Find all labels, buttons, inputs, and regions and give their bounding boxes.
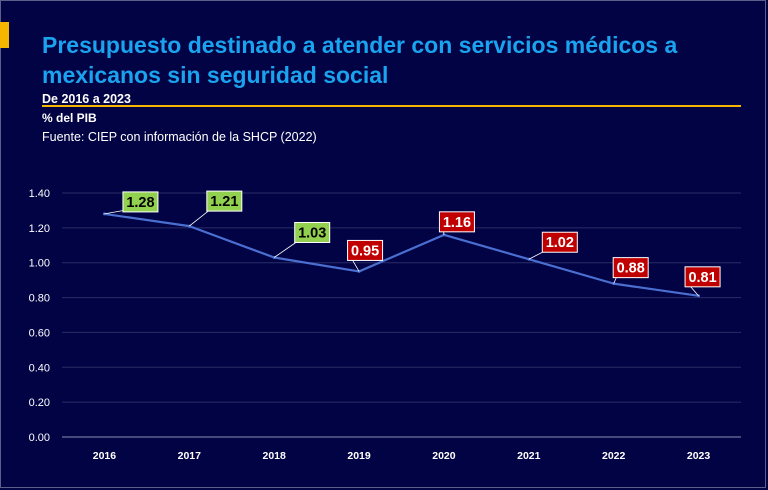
y-tick-label: 1.20 bbox=[29, 223, 50, 235]
x-tick-label: 2023 bbox=[687, 450, 711, 462]
data-label-box bbox=[438, 211, 475, 233]
y-tick-label: 0.60 bbox=[29, 327, 50, 339]
y-axis-ticks: 0.00 0.20 0.40 0.60 0.80 1.00 1.20 1.40 bbox=[29, 188, 50, 444]
data-labels: 1.28 1.21 1.03 0.95 1.16 1.02 0.88 0.81 bbox=[122, 190, 721, 288]
data-label-box bbox=[612, 257, 649, 279]
data-label: 1.16 bbox=[443, 215, 471, 231]
y-tick-label: 1.40 bbox=[29, 188, 50, 200]
data-label-box bbox=[206, 190, 243, 212]
y-tick-label: 0.20 bbox=[29, 397, 50, 409]
data-label: 1.21 bbox=[210, 194, 238, 210]
y-tick-label: 1.00 bbox=[29, 258, 50, 270]
data-label: 1.28 bbox=[126, 195, 154, 211]
unit-label: % del PIB bbox=[42, 111, 97, 125]
accent-bar bbox=[0, 22, 9, 48]
leader-line bbox=[273, 240, 299, 258]
gridlines bbox=[62, 192, 741, 438]
data-label-box bbox=[684, 266, 721, 288]
x-tick-label: 2016 bbox=[93, 450, 117, 462]
data-label-box bbox=[347, 239, 384, 261]
data-label-box bbox=[541, 231, 578, 253]
leader-line bbox=[189, 208, 212, 227]
chart-title: Presupuesto destinado a atender con serv… bbox=[42, 32, 678, 88]
y-tick-label: 0.80 bbox=[29, 293, 50, 305]
source-note: Fuente: CIEP con información de la SHCP … bbox=[42, 130, 317, 144]
data-label: 1.02 bbox=[546, 235, 574, 251]
data-label: 0.88 bbox=[617, 261, 645, 277]
y-tick-label: 0.40 bbox=[29, 362, 50, 374]
x-tick-label: 2017 bbox=[178, 450, 202, 462]
x-tick-label: 2020 bbox=[432, 450, 456, 462]
chart-subtitle: De 2016 a 2023 bbox=[42, 92, 131, 106]
data-line bbox=[104, 212, 699, 297]
data-label-box bbox=[122, 191, 159, 213]
series-line bbox=[102, 212, 701, 298]
data-label: 0.81 bbox=[688, 270, 716, 286]
data-label: 0.95 bbox=[351, 243, 379, 259]
x-tick-label: 2018 bbox=[263, 450, 287, 462]
data-label-box bbox=[294, 221, 331, 243]
data-label: 1.03 bbox=[298, 225, 326, 241]
x-axis-ticks: 2016 2017 2018 2019 2020 2021 2022 2023 bbox=[93, 450, 711, 462]
x-tick-label: 2021 bbox=[517, 450, 541, 462]
y-tick-label: 0.00 bbox=[29, 432, 50, 444]
x-tick-label: 2022 bbox=[602, 450, 626, 462]
x-tick-label: 2019 bbox=[347, 450, 371, 462]
header-divider bbox=[42, 105, 741, 107]
